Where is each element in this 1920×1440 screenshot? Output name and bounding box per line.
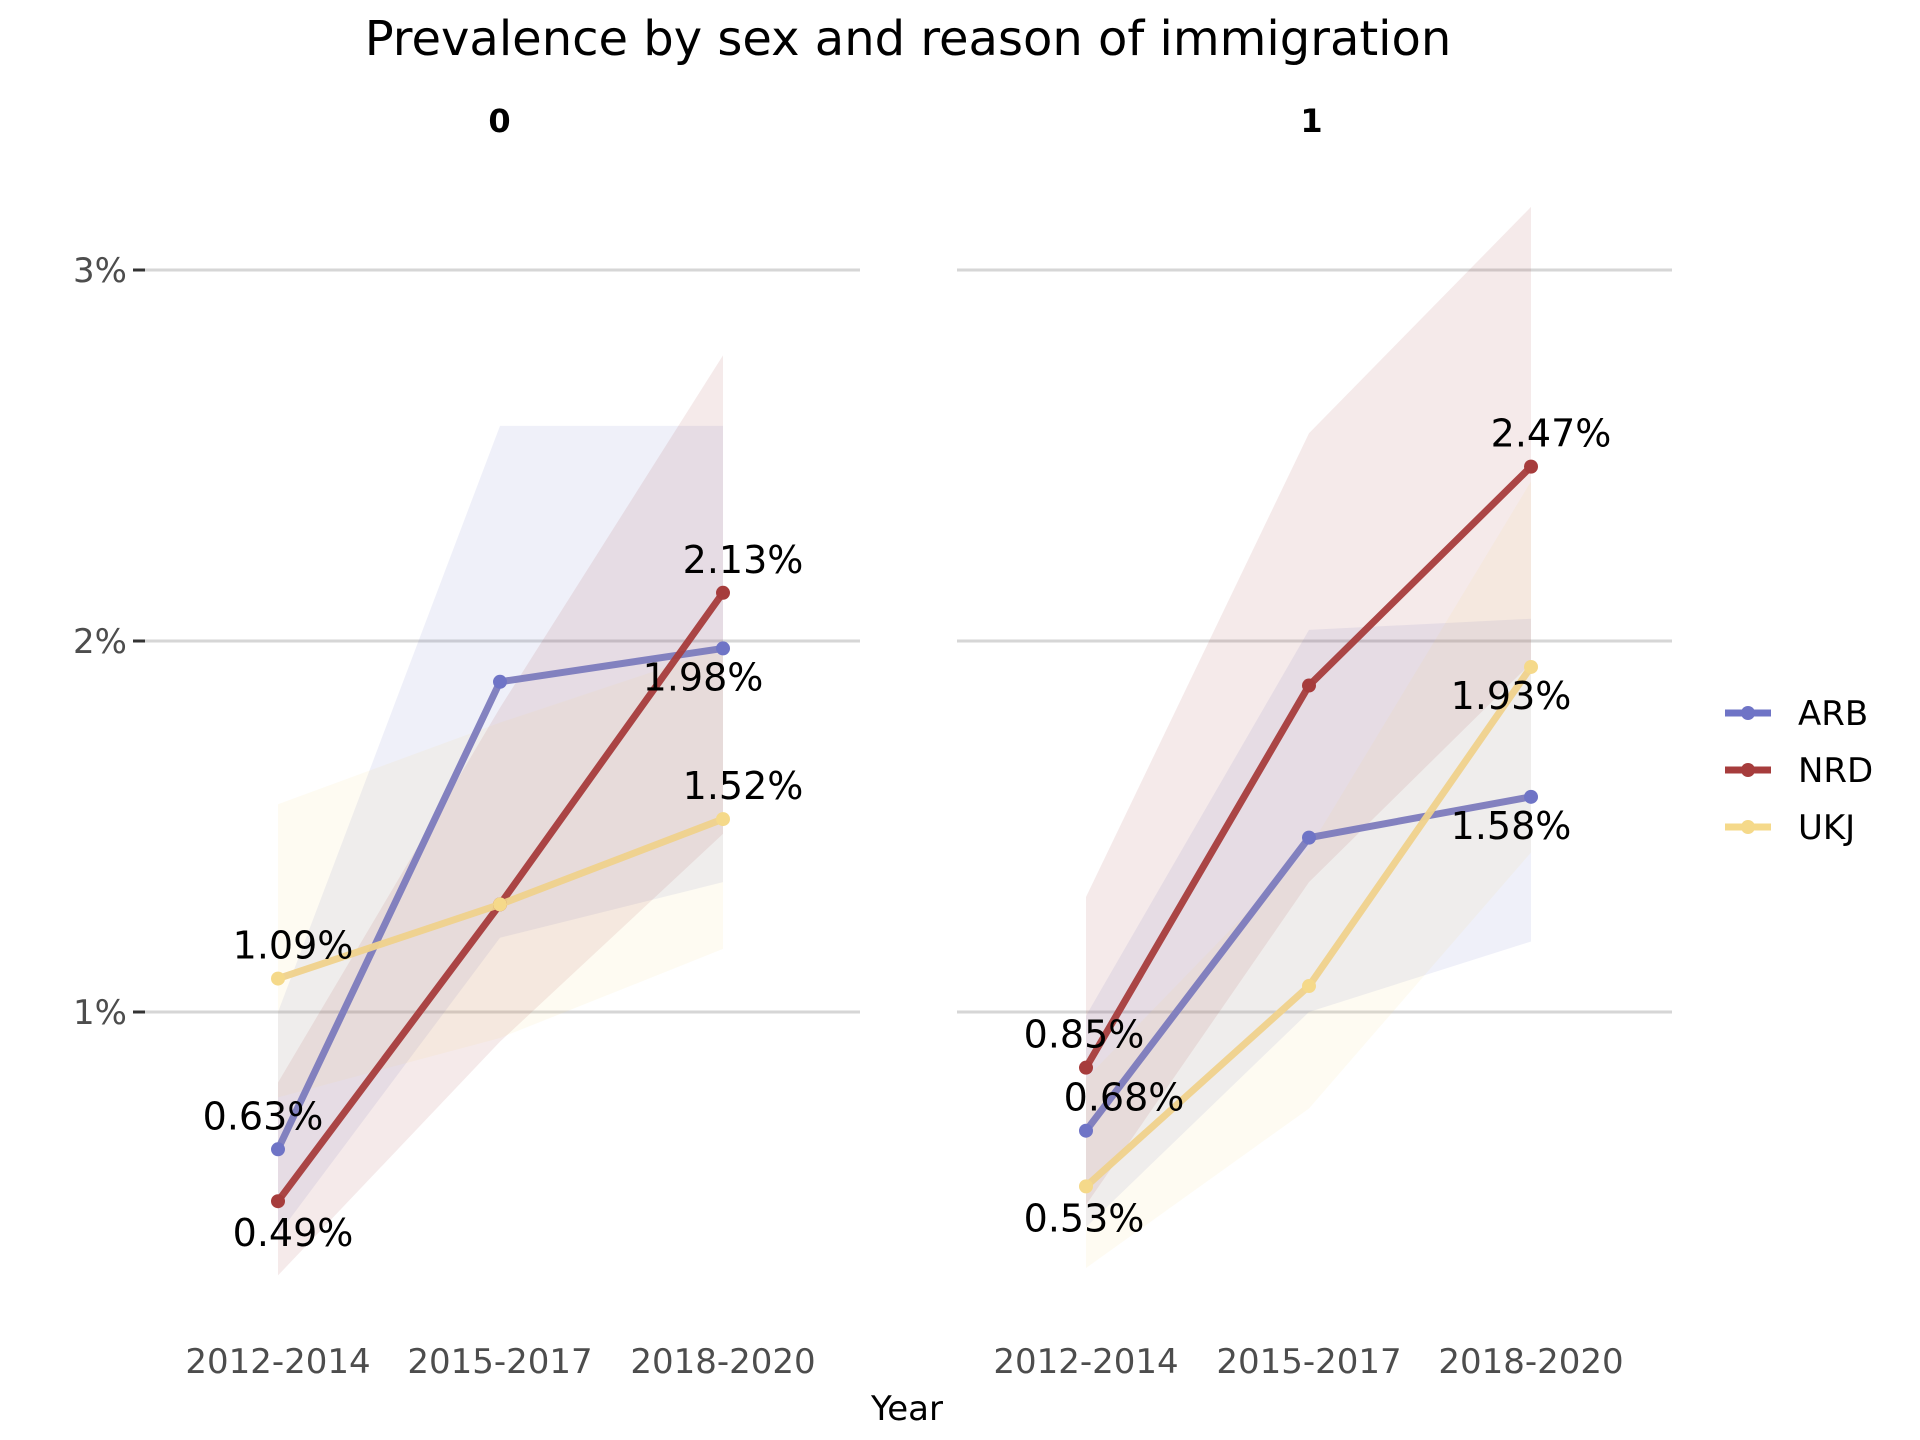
ci-ribbon-arb [1086, 618, 1531, 1228]
facet-strip-label: 1 [1300, 102, 1322, 140]
data-label: 0.49% [233, 1211, 354, 1255]
data-point-arb [716, 641, 730, 656]
data-point-arb [271, 1142, 285, 1157]
x-tick-label: 2012-2014 [185, 1342, 370, 1382]
legend-item-ukj: UKJ [1725, 808, 1855, 848]
ci-ribbon-ukj [1086, 481, 1531, 1268]
panels: 0 0.63% 1.98% 0.49% 2.13% 1.09% 1.52% 2012-2014… [145, 102, 1672, 1382]
data-point-ukj [1079, 1179, 1093, 1194]
legend: ARB NRD UKJ [1725, 694, 1873, 848]
legend-key-point [1741, 820, 1755, 834]
data-point-arb [1302, 830, 1316, 845]
y-tick-label: 2% [73, 622, 127, 662]
data-point-nrd [1524, 459, 1538, 474]
y-tick-label: 3% [73, 251, 127, 291]
facet-strip-label: 0 [488, 102, 510, 140]
data-point-arb [1524, 789, 1538, 804]
data-point-ukj [716, 812, 730, 827]
data-label: 2.47% [1491, 412, 1612, 456]
data-point-nrd [271, 1194, 285, 1209]
x-tick-label: 2012-2014 [993, 1342, 1178, 1382]
data-label: 0.85% [1024, 1013, 1145, 1057]
data-label: 0.68% [1064, 1076, 1185, 1120]
x-tick-label: 2018-2020 [630, 1342, 815, 1382]
data-point-arb [1079, 1123, 1093, 1138]
ci-ribbon-ukj [278, 648, 723, 1098]
x-tick-label: 2018-2020 [1438, 1342, 1623, 1382]
y-axis: 1% 2% 3% [73, 251, 145, 1033]
legend-label: ARB [1798, 694, 1868, 734]
legend-key-point [1741, 706, 1755, 720]
x-tick-label: 2015-2017 [407, 1342, 592, 1382]
data-label: 1.58% [1451, 804, 1572, 848]
legend-item-nrd: NRD [1725, 751, 1873, 791]
data-label: 0.63% [203, 1094, 324, 1138]
x-tick-label: 2015-2017 [1216, 1342, 1401, 1382]
data-point-nrd [1302, 678, 1316, 693]
data-point-ukj [1302, 979, 1316, 994]
data-label: 1.98% [643, 655, 764, 699]
data-point-nrd [1079, 1060, 1093, 1075]
data-label: 1.93% [1451, 674, 1572, 718]
ci-ribbon-nrd [278, 355, 723, 1276]
facet-panel-0: 0 0.63% 1.98% 0.49% 2.13% 1.09% 1.52% 2012-2014… [145, 102, 860, 1382]
ci-ribbon-arb [278, 425, 723, 1235]
data-point-ukj [493, 897, 507, 912]
x-axis-title: Year [870, 1389, 943, 1429]
ci-ribbon-nrd [1086, 206, 1531, 1205]
legend-label: UKJ [1798, 808, 1855, 848]
y-tick-label: 1% [73, 993, 127, 1033]
data-label: 1.09% [233, 924, 354, 968]
chart-title: Prevalence by sex and reason of immigrat… [365, 11, 1452, 67]
data-point-arb [493, 674, 507, 689]
facet-panel-1: 1 0.68% 1.58% 0.85% 2.47% 0.53% 1.93% 2012-2014… [957, 102, 1672, 1382]
legend-key-point [1741, 763, 1755, 777]
data-point-ukj [271, 971, 285, 986]
data-label: 0.53% [1024, 1196, 1145, 1240]
data-point-nrd [716, 585, 730, 600]
data-point-ukj [1524, 659, 1538, 674]
legend-item-arb: ARB [1725, 694, 1868, 734]
legend-label: NRD [1798, 751, 1873, 791]
data-label: 1.52% [683, 764, 804, 808]
data-label: 2.13% [683, 538, 804, 582]
